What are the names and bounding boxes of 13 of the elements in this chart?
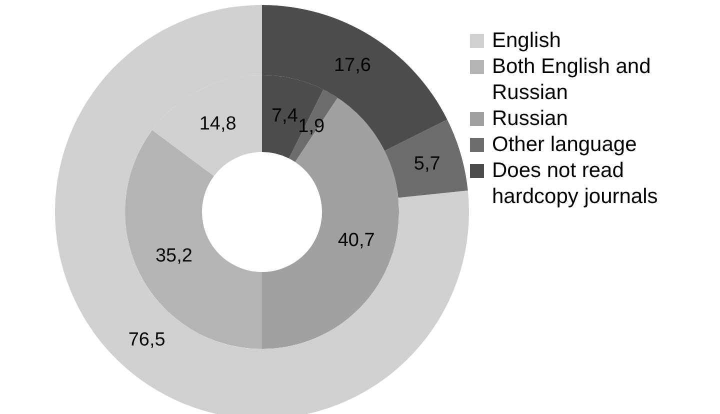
data-label: 35,2 — [155, 246, 192, 267]
data-label: 1,9 — [298, 116, 325, 138]
data-label: 40,7 — [338, 230, 375, 251]
legend-label: English — [492, 28, 562, 54]
legend-label: Other language — [492, 132, 638, 158]
data-label: 76,5 — [128, 329, 166, 350]
data-label: 5,7 — [414, 153, 440, 174]
legend-label: Russian — [492, 106, 569, 132]
legend-label: Both English and Russian — [492, 54, 652, 106]
data-label: 14,8 — [199, 113, 236, 134]
data-label: 7,4 — [271, 106, 298, 127]
data-label: 17,6 — [334, 55, 371, 76]
legend-label: Does not read hardcopy journals — [492, 158, 659, 210]
